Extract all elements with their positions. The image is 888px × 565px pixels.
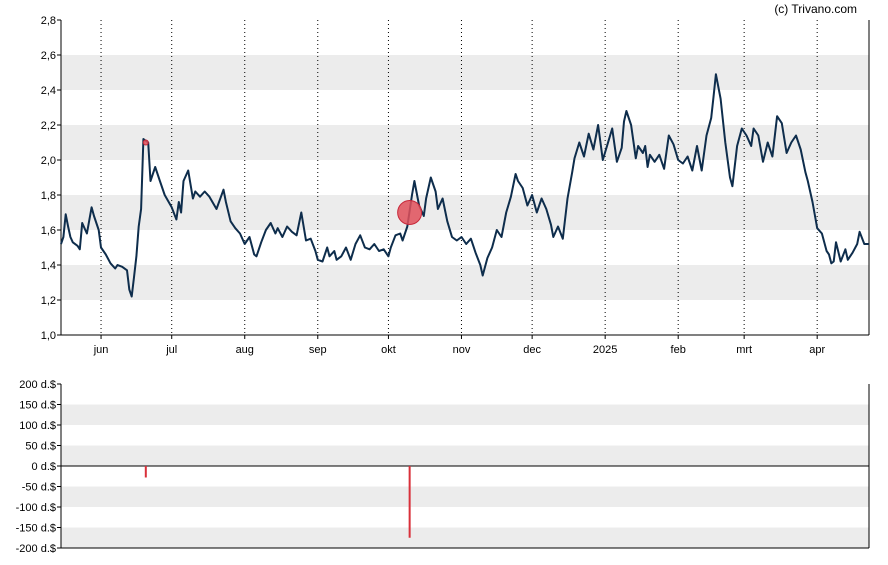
x-tick-label: okt: [381, 344, 396, 356]
transaction-chart-frame: [60, 384, 870, 549]
price-chart-frame: [60, 20, 870, 336]
price-series: [60, 73, 869, 298]
price-band: [61, 125, 869, 160]
transaction-chart-y-axis: 200 d.$ 150 d.$ 100 d.$ 50 d.$ 0 d.$ -50 d.$ -…: [16, 379, 61, 555]
transaction-marker: [142, 139, 149, 146]
y-tick-label: 1,2: [41, 295, 56, 307]
y-tick-label: 150 d.$: [19, 400, 56, 412]
y-tick-label: 2,8: [41, 15, 56, 27]
price-band: [61, 265, 869, 300]
y-tick-label: 0 d.$: [32, 461, 56, 473]
x-tick-label: jun: [93, 344, 109, 356]
price-chart-x-axis: jun jul aug sep okt nov dec 2025 feb mrt apr: [93, 335, 825, 356]
x-tick-label: jul: [165, 344, 177, 356]
transaction-chart-bands: [61, 404, 869, 548]
x-tick-label: 2025: [593, 344, 617, 356]
transaction-marker: [397, 200, 423, 225]
x-tick-label: mrt: [736, 344, 752, 356]
y-tick-label: -50 d.$: [22, 482, 56, 494]
transaction-band: [61, 486, 869, 507]
y-tick-label: 1,0: [41, 330, 56, 342]
y-tick-label: 1,4: [41, 260, 56, 272]
price-line: [60, 73, 869, 298]
transaction-markers: [142, 139, 423, 225]
x-tick-label: aug: [236, 344, 254, 356]
transaction-bar: [408, 466, 411, 538]
y-tick-label: 2,0: [41, 155, 56, 167]
y-tick-label: -150 d.$: [16, 523, 56, 535]
y-tick-label: 1,8: [41, 190, 56, 202]
y-tick-label: 200 d.$: [19, 379, 56, 391]
transaction-chart: 200 d.$ 150 d.$ 100 d.$ 50 d.$ 0 d.$ -50 d.$ -…: [16, 379, 870, 555]
y-tick-label: -200 d.$: [16, 543, 56, 555]
transaction-bars: [144, 466, 411, 538]
y-tick-label: 2,2: [41, 120, 56, 132]
transaction-bar: [144, 466, 147, 478]
price-chart-month-gridlines: [100, 20, 818, 335]
price-chart-y-axis: 1,0 1,2 1,4 1,6 1,8 2,0 2,2 2,4 2,6 2,8: [41, 15, 61, 342]
transaction-band: [61, 445, 869, 466]
y-tick-label: 2,6: [41, 50, 56, 62]
y-tick-label: 2,4: [41, 85, 56, 97]
y-tick-label: 100 d.$: [19, 420, 56, 432]
y-tick-label: 1,6: [41, 225, 56, 237]
transaction-band: [61, 527, 869, 548]
x-tick-label: sep: [309, 344, 327, 356]
price-band: [61, 55, 869, 90]
transaction-band: [61, 404, 869, 425]
price-chart: 1,0 1,2 1,4 1,6 1,8 2,0 2,2 2,4 2,6 2,8 jun jul aug…: [41, 15, 870, 356]
price-band: [61, 195, 869, 230]
x-tick-label: dec: [523, 344, 541, 356]
x-tick-label: feb: [671, 344, 686, 356]
y-tick-label: -100 d.$: [16, 502, 56, 514]
x-tick-label: apr: [809, 344, 825, 356]
copyright-credit: (c) Trivano.com: [774, 2, 857, 16]
y-tick-label: 50 d.$: [25, 441, 56, 453]
price-chart-bands: [61, 55, 869, 300]
x-tick-label: nov: [453, 344, 471, 356]
